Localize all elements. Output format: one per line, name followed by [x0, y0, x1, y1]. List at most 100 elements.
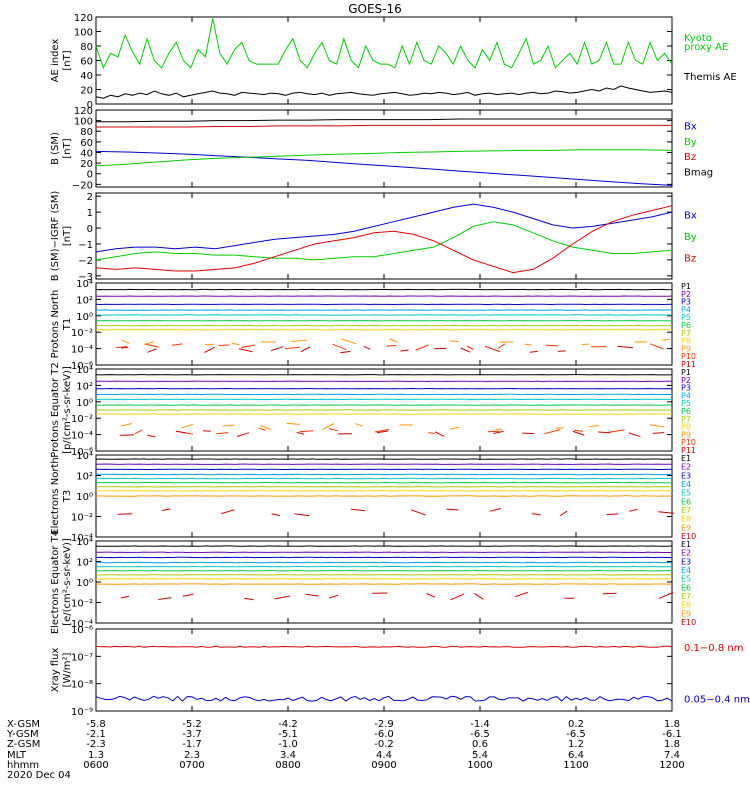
- segment: [544, 429, 561, 435]
- y-axis-label: T1: [62, 318, 73, 331]
- y-tick-label: 10⁻⁴: [71, 619, 93, 630]
- footer-value: -2.1: [86, 729, 106, 740]
- segment: [450, 426, 460, 430]
- segment: [116, 346, 127, 349]
- y-axis-label: Electrons Equator T4: [50, 530, 61, 634]
- segment: [489, 508, 502, 512]
- segment: [134, 429, 143, 435]
- legend-label: Bz: [684, 254, 696, 265]
- legend-label: E7: [681, 506, 691, 515]
- footer-row-label: X-GSM: [7, 719, 40, 730]
- y-tick-label: 120: [74, 106, 93, 117]
- series-bz: [96, 124, 672, 128]
- segment: [158, 597, 172, 600]
- segment: [574, 429, 584, 432]
- series-0-05-0-4-nm: [95, 695, 673, 702]
- footer-value: 0600: [83, 760, 108, 771]
- segment: [258, 427, 267, 431]
- legend: Bx By Bz Bmag: [684, 121, 713, 178]
- y-tick-label: 80: [80, 127, 93, 138]
- segment: [162, 508, 171, 511]
- legend-label: Bmag: [684, 168, 713, 179]
- y-tick-label: 10⁻²: [71, 599, 93, 610]
- segment: [202, 430, 211, 432]
- y-axis-label: Electrons North: [50, 457, 61, 534]
- segment: [386, 344, 397, 347]
- segment: [120, 595, 130, 599]
- legend-label: P9: [681, 344, 691, 353]
- segment: [374, 428, 390, 433]
- legend-label: E1: [681, 454, 691, 463]
- segment: [218, 344, 230, 346]
- segment: [244, 597, 254, 601]
- segment: [204, 346, 216, 353]
- y-tick-label: 1: [87, 208, 93, 219]
- segment: [628, 432, 641, 438]
- segment: [426, 593, 436, 598]
- legend-label: E9: [681, 609, 691, 618]
- segment: [650, 343, 664, 350]
- segment: [332, 343, 347, 351]
- footer-value: 1100: [563, 760, 588, 771]
- y-tick-label: 10⁻⁹: [71, 707, 93, 718]
- y-tick-label: 10⁻⁴: [71, 533, 93, 544]
- y-tick-label: 100: [74, 117, 93, 128]
- footer-value: -2.3: [86, 739, 106, 750]
- segment: [545, 344, 559, 347]
- footer-row-label: Z-GSM: [7, 739, 40, 750]
- segment: [434, 431, 445, 437]
- legend-label: P4: [681, 391, 691, 400]
- segment: [466, 345, 474, 350]
- segment: [428, 432, 435, 434]
- y-tick-label: 10⁻⁷: [71, 652, 93, 663]
- legend-label: P8: [681, 337, 691, 346]
- y-axis-label: Xray flux: [50, 648, 61, 693]
- y-axis-label: [nT]: [62, 138, 73, 158]
- legend-label: Themis AE: [683, 72, 737, 83]
- y-tick-label: 10⁻⁴: [71, 431, 93, 442]
- series-by: [95, 149, 673, 167]
- segment: [285, 346, 300, 350]
- y-tick-label: −2: [78, 256, 93, 267]
- segment: [514, 591, 528, 598]
- series-kyoto-proxy-ae: [95, 18, 673, 70]
- segment: [300, 346, 311, 353]
- legend-label: P7: [681, 329, 691, 338]
- y-axis-label: [W/m²]: [62, 652, 73, 687]
- legend-label: E4: [681, 566, 691, 575]
- footer-row-label: Y-GSM: [6, 729, 39, 740]
- footer-row-label: MLT: [7, 750, 27, 761]
- legend-label: 0.05−0.4 nm: [684, 695, 750, 706]
- legend-label: P10: [681, 352, 696, 361]
- legend-label: Bx: [684, 211, 697, 222]
- series-p11-segments: [119, 430, 664, 438]
- y-tick-label: 10⁻²: [71, 513, 93, 524]
- series-e10-segments: [117, 508, 675, 517]
- segment: [658, 592, 674, 599]
- panel-xray: 10⁻⁹ 10⁻⁸ 10⁻⁷ 10⁻⁶ Xray flux [W/m²] 0.1−0.8 n…: [50, 625, 750, 718]
- legend-label: P9: [681, 430, 691, 439]
- segment: [389, 338, 398, 343]
- segment: [341, 338, 357, 345]
- segment: [376, 430, 388, 434]
- segment: [560, 510, 568, 517]
- footer-value: 5.4: [472, 750, 488, 761]
- segment: [609, 429, 625, 433]
- y-tick-label: 10⁰: [76, 578, 93, 589]
- segment: [658, 511, 675, 514]
- y-tick-label: 0: [87, 170, 93, 181]
- y-tick-label: 2: [87, 192, 93, 203]
- series-p10-segments: [116, 343, 664, 351]
- footer-value: -3.7: [182, 729, 202, 740]
- legend-label: E8: [681, 601, 691, 610]
- legend-label: P1: [681, 368, 691, 377]
- legend-label: P5: [681, 313, 691, 322]
- legend: Bx By Bz: [684, 211, 697, 265]
- segment: [415, 344, 429, 351]
- legend-label: proxy AE: [684, 42, 728, 53]
- segment: [606, 513, 619, 516]
- segment: [286, 422, 300, 425]
